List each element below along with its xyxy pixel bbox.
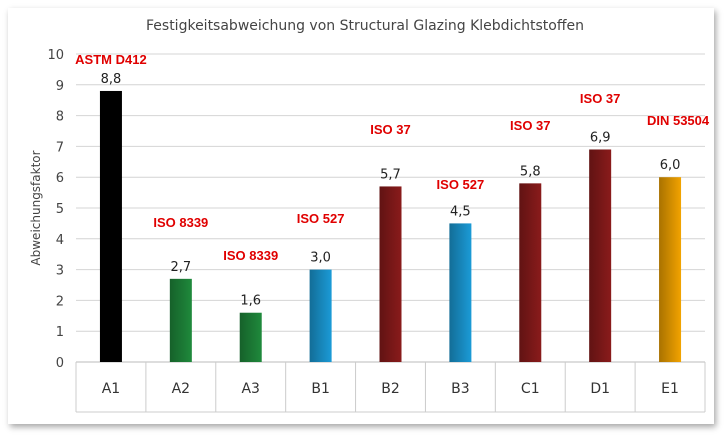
- standard-label: ISO 37: [510, 118, 550, 133]
- bar-B1: [309, 269, 332, 362]
- y-tick-label: 1: [56, 325, 64, 340]
- category-label: B1: [311, 381, 330, 397]
- value-label: 2,7: [170, 260, 191, 275]
- value-label: 6,0: [660, 158, 681, 173]
- value-label: 3,0: [310, 251, 331, 266]
- standard-label: DIN 53504: [647, 113, 710, 128]
- y-tick-label: 3: [56, 264, 64, 279]
- standard-label: ISO 37: [580, 91, 620, 106]
- category-label: D1: [590, 381, 610, 397]
- value-label: 1,6: [240, 294, 261, 309]
- bar-D1: [589, 149, 612, 362]
- y-tick-label: 7: [56, 140, 64, 155]
- category-label: A1: [102, 381, 120, 397]
- category-label: C1: [521, 381, 540, 397]
- value-label: 6,9: [590, 130, 611, 145]
- standard-label: ISO 527: [297, 211, 345, 226]
- value-label: 5,7: [380, 167, 401, 182]
- bar-E1: [659, 177, 682, 362]
- y-tick-label: 2: [56, 294, 64, 309]
- y-tick-label: 5: [56, 202, 64, 217]
- standard-label: ISO 527: [437, 177, 485, 192]
- standard-label: ASTM D412: [75, 52, 147, 67]
- standard-label: ISO 8339: [153, 215, 208, 230]
- value-label: 4,5: [450, 204, 471, 219]
- value-label: 8,8: [101, 72, 122, 87]
- category-label: B3: [451, 381, 470, 397]
- category-label: E1: [661, 381, 679, 397]
- bar-B2: [379, 186, 402, 362]
- standard-label: ISO 37: [370, 122, 410, 137]
- y-tick-label: 0: [56, 356, 64, 371]
- y-axis-label: Abweichungsfaktor: [29, 150, 43, 265]
- chart-title: Festigkeitsabweichung von Structural Gla…: [146, 18, 584, 34]
- y-tick-label: 10: [47, 48, 64, 63]
- bar-A1: [99, 90, 122, 363]
- y-tick-label: 8: [56, 110, 64, 125]
- bar-A2: [169, 278, 192, 362]
- y-tick-label: 9: [56, 79, 64, 94]
- standard-label: ISO 8339: [223, 248, 278, 263]
- bar-C1: [519, 183, 542, 362]
- value-label: 5,8: [520, 164, 541, 179]
- y-tick-label: 6: [56, 171, 64, 186]
- bar-B3: [449, 223, 472, 362]
- y-tick-label: 4: [56, 233, 64, 248]
- category-label: B2: [381, 381, 400, 397]
- bar-A3: [239, 312, 262, 362]
- category-label: A3: [241, 381, 259, 397]
- category-label: A2: [172, 381, 190, 397]
